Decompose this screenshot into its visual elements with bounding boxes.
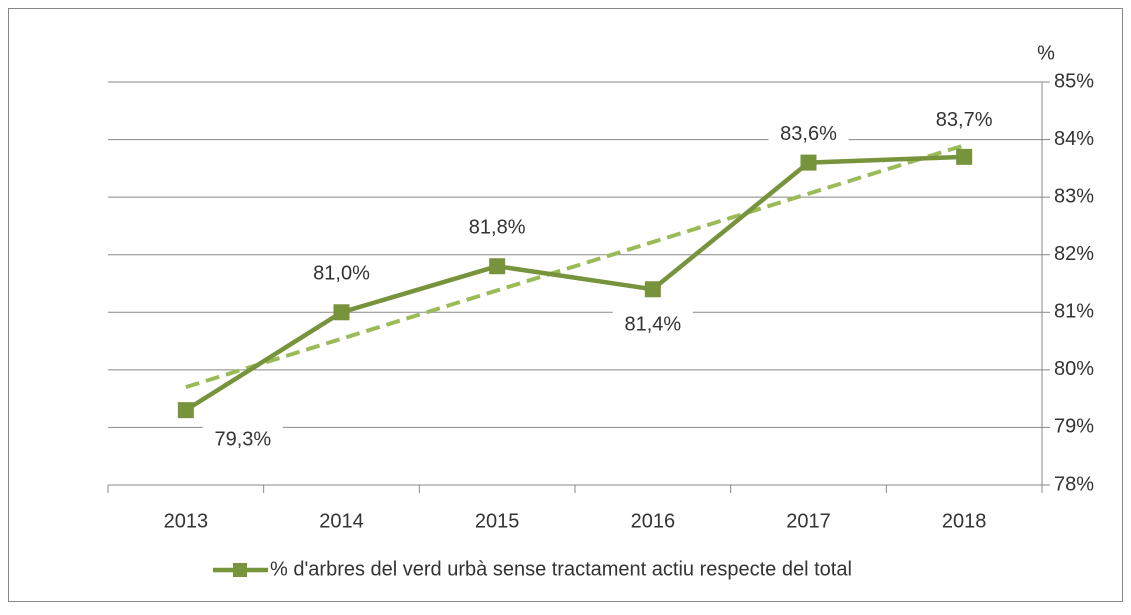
label-bg [301,259,382,290]
label-bg [202,425,283,456]
data-label: 81,8% [469,217,526,239]
data-label: 79,3% [214,428,271,450]
data-point [489,258,506,275]
x-tick-label: 2016 [631,510,676,532]
label-bg [924,105,1005,136]
label-bg [457,213,538,244]
y-tick-label: 84% [1054,128,1094,150]
data-label: 81,4% [624,314,681,336]
data-point [956,148,973,165]
y-tick-label: 78% [1054,473,1094,495]
data-point [333,304,350,321]
y-tick-label: 80% [1054,358,1094,380]
x-tick-label: 2014 [319,510,364,532]
y-tick-label: 85% [1054,70,1094,92]
y-tick-label: 81% [1054,301,1094,323]
x-tick-label: 2015 [475,510,520,532]
trendline [185,143,965,390]
series-line [184,154,965,413]
label-bg [768,119,849,150]
data-label: 83,7% [936,109,993,131]
x-tick-label: 2018 [942,510,987,532]
x-tick-label: 2013 [164,510,209,532]
data-point [644,281,661,298]
data-point [800,154,817,171]
data-label: 81,0% [313,263,370,285]
y-tick-label: 83% [1054,185,1094,207]
data-point [177,402,194,419]
label-bg [612,310,693,341]
y-axis-label: % [1037,42,1055,64]
data-label: 83,6% [780,123,837,145]
legend-label: % d'arbres del verd urbà sense tractamen… [270,558,852,580]
legend-marker [233,563,247,577]
y-tick-label: 79% [1054,416,1094,438]
y-tick-label: 82% [1054,243,1094,265]
x-tick-label: 2017 [786,510,831,532]
